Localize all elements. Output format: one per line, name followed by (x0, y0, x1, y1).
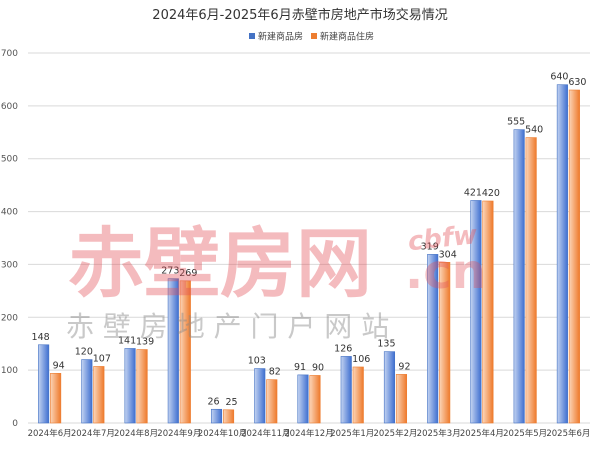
x-axis-ticks: 2024年6月 2024年7月 2024年8月 2024年9月2024年10月2024… (28, 428, 591, 439)
watermark-main-text: 赤壁房网 (68, 219, 372, 308)
y-axis-ticks: 0 100 200 300 400 500 600 700 (1, 49, 18, 429)
bar-series-1 (383, 351, 396, 424)
data-label: 319 (421, 241, 439, 252)
data-label: 148 (32, 332, 50, 343)
legend: 新建商品房 新建商品住房 (249, 31, 374, 43)
x-tick-label: 2024年9月 (157, 428, 201, 439)
y-tick-label: 700 (1, 49, 18, 59)
bar-series-2 (439, 262, 451, 424)
bar-series-1 (254, 368, 266, 424)
bar-series-2 (395, 374, 408, 424)
x-tick-label: 2025年4月 (460, 428, 504, 439)
x-tick-label: 2025年5月 (503, 428, 547, 439)
bar-series-2 (93, 366, 105, 424)
y-tick-label: 400 (1, 208, 18, 218)
bar-series-1 (556, 84, 568, 424)
bar-series-1 (167, 278, 179, 424)
x-tick-label: 2024年12月 (284, 428, 333, 439)
data-label: 139 (136, 337, 154, 348)
data-label: 555 (507, 117, 525, 128)
data-label: 126 (334, 343, 352, 354)
bar-series-1 (38, 344, 50, 424)
bar-series-2 (525, 137, 537, 424)
data-label: 141 (118, 335, 136, 346)
data-label: 26 (207, 396, 219, 407)
bar-series-2 (352, 366, 364, 424)
bar-series-2 (222, 409, 235, 424)
bar-series-2 (50, 373, 62, 424)
legend-label: 新建商品住房 (320, 31, 374, 43)
bar-series-1 (124, 348, 136, 424)
chart-title: 2024年6月-2025年6月赤壁市房地产市场交易情况 (152, 7, 447, 23)
x-tick-label: 2025年6月 (546, 428, 590, 439)
y-tick-label: 200 (1, 313, 18, 323)
data-label: 106 (352, 354, 370, 365)
data-label: 135 (377, 339, 395, 350)
bar-series-2 (266, 379, 278, 424)
data-label: 25 (225, 397, 237, 408)
data-label: 107 (93, 353, 111, 364)
x-tick-label: 2024年8月 (114, 428, 158, 439)
data-label: 630 (568, 77, 586, 88)
data-label: 91 (294, 362, 306, 373)
data-label: 90 (312, 362, 324, 373)
bar-series-2 (482, 200, 494, 424)
legend-swatch (311, 33, 317, 39)
y-tick-label: 500 (1, 155, 18, 165)
y-tick-label: 300 (1, 260, 18, 270)
bar-series-1 (427, 254, 439, 424)
data-label: 92 (398, 361, 410, 372)
bar-series-2 (568, 89, 580, 424)
x-tick-label: 2024年6月 (28, 428, 72, 439)
data-label: 94 (53, 360, 65, 371)
x-tick-label: 2024年11月 (241, 428, 290, 439)
bar-series-1 (513, 129, 525, 424)
bar-series-2 (136, 349, 148, 424)
data-label: 120 (75, 347, 93, 358)
bar-series-2 (309, 375, 321, 424)
y-tick-label: 0 (12, 419, 18, 429)
bar-series-2 (179, 280, 191, 424)
bar-series-1 (297, 374, 309, 424)
bars (38, 84, 580, 424)
data-label: 540 (525, 125, 543, 136)
legend-swatch (249, 33, 255, 39)
bar-series-1 (210, 408, 223, 424)
bar-series-1 (340, 356, 352, 424)
x-tick-label: 2025年2月 (373, 428, 417, 439)
data-label: 640 (550, 72, 568, 83)
y-tick-label: 100 (1, 366, 18, 376)
data-label: 103 (248, 356, 266, 367)
gridlines (28, 52, 590, 424)
x-tick-label: 2024年7月 (71, 428, 115, 439)
x-tick-label: 2025年3月 (417, 428, 461, 439)
bar-series-1 (81, 359, 93, 424)
bar-series-1 (470, 200, 482, 424)
x-tick-label: 2024年10月 (198, 428, 247, 439)
y-tick-label: 600 (1, 102, 18, 112)
data-label: 420 (482, 188, 500, 199)
data-label: 304 (439, 249, 457, 260)
data-label: 273 (161, 266, 179, 277)
data-label: 269 (179, 268, 197, 279)
data-label: 421 (464, 187, 482, 198)
x-tick-label: 2025年1月 (330, 428, 374, 439)
watermark-sub-text: 赤 壁 房 地 产 门 户 网 站 (66, 310, 389, 343)
data-label: 82 (269, 367, 281, 378)
watermark: 赤壁房网 .cn cbfw 赤 壁 房 地 产 门 户 网 站 (66, 219, 486, 343)
legend-label: 新建商品房 (258, 31, 303, 43)
